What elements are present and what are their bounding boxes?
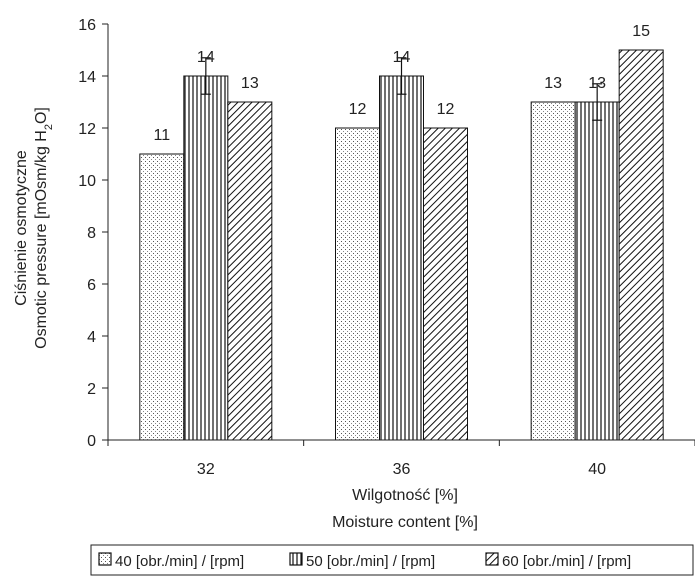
legend: 40 [obr./min] / [rpm] 50 [obr./min] / [rp… <box>90 544 694 576</box>
axes <box>107 24 695 441</box>
data-label: 13 <box>544 75 562 92</box>
bar-dots <box>335 127 380 441</box>
x-tick-label: 32 <box>197 461 215 478</box>
bar-diagonal <box>423 127 468 441</box>
legend-label: 60 [obr./min] / [rpm] <box>502 553 631 570</box>
legend-label: 50 [obr./min] / [rpm] <box>306 553 435 570</box>
data-label: 12 <box>349 101 367 118</box>
bar-vertical <box>574 101 620 441</box>
legend-swatch-vertical <box>289 552 303 566</box>
data-label: 13 <box>241 75 259 92</box>
bars: 11 14 13 12 14 12 13 13 15 <box>139 23 664 441</box>
data-label: 13 <box>588 75 606 92</box>
legend-swatch-diagonal <box>485 552 499 566</box>
y-tick-label: 2 <box>87 381 96 398</box>
data-label: 12 <box>437 101 455 118</box>
bar-vertical <box>379 75 424 441</box>
y-tick-label: 8 <box>87 225 96 242</box>
y-tick-label: 6 <box>87 277 96 294</box>
bar-diagonal <box>227 101 273 441</box>
legend-swatch-dots <box>98 552 112 566</box>
bar-dots <box>530 101 576 441</box>
bar-dots <box>139 153 185 441</box>
data-label: 11 <box>154 127 171 144</box>
x-axis-ticks: 32 36 40 <box>107 440 695 478</box>
y-axis-title: Ciśnienie osmotyczne Osmotic pressure [m… <box>13 107 55 349</box>
x-axis-title-line-2: Moisture content [%] <box>332 514 478 531</box>
x-axis-title-line-1: Wilgotność [%] <box>352 487 458 504</box>
y-axis-title-line-2: Osmotic pressure [mOsm/kg H2O] <box>33 107 55 349</box>
bar-diagonal <box>618 49 664 441</box>
x-tick-label: 36 <box>393 461 411 478</box>
y-axis-title-line-1: Ciśnienie osmotyczne <box>13 150 30 306</box>
y-tick-label: 12 <box>78 121 96 138</box>
y-tick-label: 16 <box>78 17 96 34</box>
y-tick-label: 4 <box>87 329 96 346</box>
y-tick-label: 10 <box>78 173 96 190</box>
legend-frame <box>90 544 694 576</box>
bar-vertical <box>183 75 229 441</box>
data-label: 15 <box>632 23 650 40</box>
data-label: 14 <box>197 49 215 66</box>
legend-label: 40 [obr./min] / [rpm] <box>115 553 244 570</box>
y-tick-label: 14 <box>78 69 96 86</box>
y-tick-label: 0 <box>87 433 96 450</box>
x-tick-label: 40 <box>588 461 606 478</box>
y-axis-ticks: 0 2 4 6 8 10 12 14 16 <box>78 17 108 450</box>
x-axis-title: Wilgotność [%] Moisture content [%] <box>332 487 478 531</box>
data-label: 14 <box>393 49 411 66</box>
